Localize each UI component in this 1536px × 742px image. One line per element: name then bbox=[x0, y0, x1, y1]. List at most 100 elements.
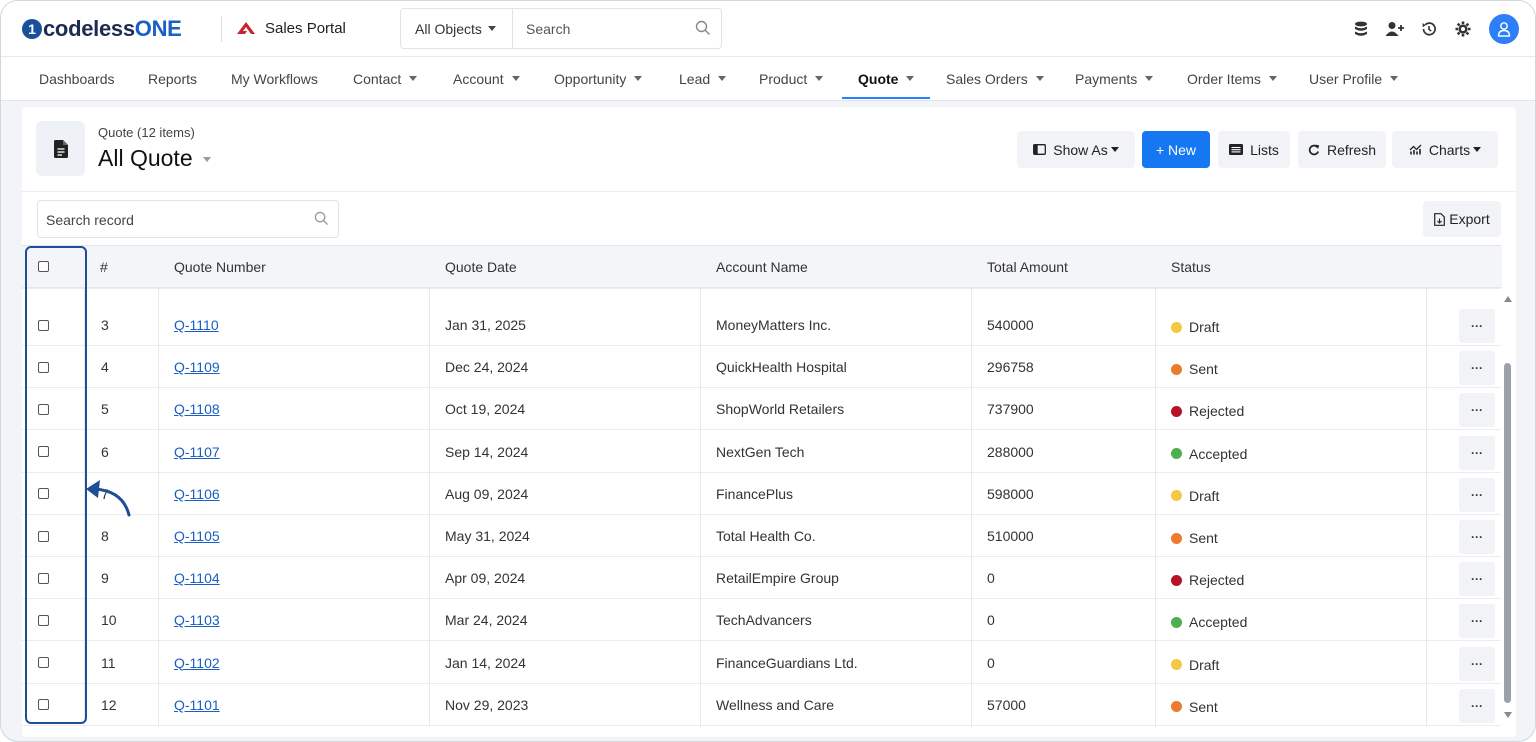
row-checkbox-cell[interactable] bbox=[38, 388, 49, 430]
status-badge: Draft bbox=[1171, 475, 1219, 517]
row-checkbox-cell[interactable] bbox=[38, 599, 49, 641]
table-scrollbar[interactable] bbox=[1501, 288, 1515, 726]
row-checkbox[interactable] bbox=[38, 488, 49, 500]
quote-number-link[interactable]: Q-1109 bbox=[174, 359, 220, 376]
list-view-selector[interactable]: All Quote bbox=[98, 145, 211, 172]
row-actions-button[interactable]: ··· bbox=[1459, 435, 1495, 470]
row-checkbox[interactable] bbox=[38, 657, 49, 669]
quote-number-link[interactable]: Q-1105 bbox=[174, 528, 220, 544]
select-all-checkbox[interactable] bbox=[38, 246, 49, 287]
table-row[interactable]: 5 Q-1108 Oct 19, 2024 ShopWorld Retailers 73… bbox=[22, 388, 1502, 431]
row-checkbox[interactable] bbox=[38, 319, 49, 331]
column-header-number[interactable]: # bbox=[100, 258, 108, 275]
row-actions-button[interactable]: ··· bbox=[1459, 477, 1495, 512]
row-checkbox[interactable] bbox=[38, 403, 49, 415]
nav-reports[interactable]: Reports bbox=[148, 57, 197, 100]
quote-number-link[interactable]: Q-1101 bbox=[174, 696, 220, 713]
search-icon[interactable] bbox=[695, 20, 711, 36]
row-checkbox-cell[interactable] bbox=[38, 515, 49, 557]
column-header-status[interactable]: Status bbox=[1171, 258, 1211, 275]
quote-number-link[interactable]: Q-1106 bbox=[174, 485, 220, 502]
global-search-input[interactable]: Search bbox=[526, 21, 571, 37]
row-checkbox-cell[interactable] bbox=[38, 431, 49, 473]
nav-product[interactable]: Product bbox=[759, 57, 824, 100]
column-header-account-name[interactable]: Account Name bbox=[716, 258, 808, 275]
status-dot-icon bbox=[1171, 363, 1182, 375]
quote-number-link[interactable]: Q-1107 bbox=[174, 443, 220, 460]
column-header-quote-date[interactable]: Quote Date bbox=[445, 258, 517, 275]
new-button[interactable]: + New bbox=[1142, 131, 1210, 168]
search-record-input[interactable]: Search record bbox=[37, 200, 339, 238]
row-checkbox[interactable] bbox=[38, 361, 49, 373]
history-icon[interactable] bbox=[1417, 17, 1441, 41]
row-actions-button[interactable]: ··· bbox=[1459, 604, 1495, 639]
refresh-button[interactable]: Refresh bbox=[1298, 131, 1386, 168]
row-checkbox-cell[interactable] bbox=[38, 473, 49, 515]
table-row[interactable]: 9 Q-1104 Apr 09, 2024 RetailEmpire Group 0 Re… bbox=[22, 557, 1502, 600]
row-actions-button[interactable]: ··· bbox=[1459, 351, 1495, 386]
database-icon[interactable] bbox=[1349, 17, 1373, 41]
user-avatar-icon[interactable] bbox=[1489, 14, 1519, 44]
lists-button[interactable]: Lists bbox=[1218, 131, 1290, 168]
row-checkbox[interactable] bbox=[38, 530, 49, 542]
nav-user-profile[interactable]: User Profile bbox=[1309, 57, 1399, 100]
scroll-thumb[interactable] bbox=[1504, 363, 1511, 703]
row-actions-button[interactable]: ··· bbox=[1459, 309, 1495, 343]
row-checkbox-cell[interactable] bbox=[38, 346, 49, 388]
scroll-up-arrow-icon[interactable] bbox=[1504, 296, 1512, 302]
row-checkbox-cell[interactable] bbox=[38, 684, 49, 726]
nav-payments[interactable]: Payments bbox=[1075, 57, 1154, 100]
row-checkbox[interactable] bbox=[38, 446, 49, 458]
checkbox[interactable] bbox=[38, 261, 49, 272]
table-row[interactable]: 8 Q-1105 May 31, 2024 Total Health Co. 51000… bbox=[22, 515, 1502, 557]
column-header-quote-number[interactable]: Quote Number bbox=[174, 258, 266, 275]
app-name[interactable]: Sales Portal bbox=[265, 20, 346, 37]
table-row[interactable]: 11 Q-1102 Jan 14, 2024 FinanceGuardians Ltd… bbox=[22, 641, 1502, 684]
nav-lead[interactable]: Lead bbox=[679, 57, 727, 100]
column-header-total-amount[interactable]: Total Amount bbox=[987, 258, 1068, 275]
quote-number-link[interactable]: Q-1108 bbox=[174, 401, 220, 418]
codelessone-logo[interactable]: 1 codelessONE bbox=[22, 15, 182, 43]
table-row[interactable]: 3 Q-1110 Jan 31, 2025 MoneyMatters Inc. 5400… bbox=[22, 304, 1502, 346]
nav-dashboards[interactable]: Dashboards bbox=[39, 57, 115, 100]
row-number: 5 bbox=[101, 401, 109, 418]
charts-button[interactable]: Charts bbox=[1392, 131, 1498, 168]
curved-arrow-icon bbox=[86, 480, 131, 517]
row-actions-button[interactable]: ··· bbox=[1459, 646, 1495, 681]
export-button[interactable]: Export bbox=[1423, 201, 1501, 237]
row-actions-button[interactable]: ··· bbox=[1459, 393, 1495, 428]
table-row[interactable]: 7 Q-1106 Aug 09, 2024 FinancePlus 598000 Draf… bbox=[22, 472, 1502, 517]
nav-order-items[interactable]: Order Items bbox=[1187, 57, 1277, 100]
nav-opportunity[interactable]: Opportunity bbox=[554, 57, 643, 100]
nav-label: Account bbox=[453, 70, 504, 87]
table-row[interactable]: 10 Q-1103 Mar 24, 2024 TechAdvancers 0 Accept… bbox=[22, 599, 1502, 642]
object-select[interactable]: All Objects bbox=[401, 9, 513, 48]
chevron-down-icon bbox=[634, 76, 643, 81]
table-row[interactable]: 12 Q-1101 Nov 29, 2023 Wellness and Care 570… bbox=[22, 683, 1502, 726]
table-row[interactable]: 6 Q-1107 Sep 14, 2024 NextGen Tech 288000 Acc… bbox=[22, 430, 1502, 473]
scroll-down-arrow-icon[interactable] bbox=[1504, 712, 1512, 718]
row-actions-button[interactable]: ··· bbox=[1459, 562, 1495, 597]
nav-sales-orders[interactable]: Sales Orders bbox=[946, 57, 1044, 100]
row-checkbox[interactable] bbox=[38, 572, 49, 584]
add-user-icon[interactable] bbox=[1383, 17, 1407, 41]
nav-quote[interactable]: Quote bbox=[858, 57, 915, 100]
row-checkbox-cell[interactable] bbox=[38, 642, 49, 684]
quote-number-link[interactable]: Q-1104 bbox=[174, 570, 220, 587]
quote-number-link[interactable]: Q-1103 bbox=[174, 612, 220, 629]
quote-number-link[interactable]: Q-1102 bbox=[174, 654, 220, 671]
row-actions-button[interactable]: ··· bbox=[1459, 520, 1495, 554]
nav-my-workflows[interactable]: My Workflows bbox=[231, 57, 318, 100]
show-as-button[interactable]: Show As bbox=[1017, 131, 1135, 168]
nav-contact[interactable]: Contact bbox=[353, 57, 418, 100]
row-checkbox[interactable] bbox=[38, 614, 49, 626]
refresh-icon bbox=[1308, 144, 1320, 155]
nav-account[interactable]: Account bbox=[453, 57, 520, 100]
row-checkbox-cell[interactable] bbox=[38, 557, 49, 599]
row-actions-button[interactable]: ··· bbox=[1459, 688, 1495, 723]
quote-number-link[interactable]: Q-1110 bbox=[174, 317, 219, 333]
row-checkbox[interactable] bbox=[38, 699, 49, 711]
gear-icon[interactable] bbox=[1451, 17, 1475, 41]
table-row[interactable]: 4 Q-1109 Dec 24, 2024 QuickHealth Hospital 2… bbox=[22, 346, 1502, 389]
row-checkbox-cell[interactable] bbox=[38, 304, 49, 346]
